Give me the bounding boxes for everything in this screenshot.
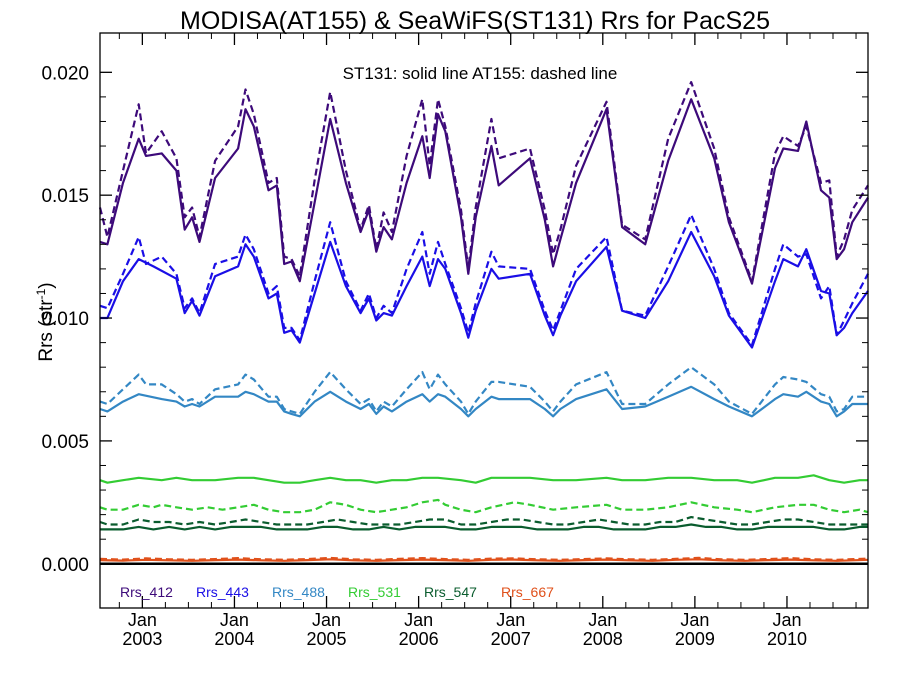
series-line-rrs-547-at155 bbox=[99, 515, 868, 526]
x-tick-month-label: Jan bbox=[128, 610, 157, 630]
x-tick-year-label: 2009 bbox=[675, 629, 715, 649]
chart-title: MODISA(AT155) & SeaWiFS(ST131) Rrs for P… bbox=[180, 7, 770, 35]
plot-frame bbox=[99, 32, 869, 609]
y-tick-label: 0.020 bbox=[41, 63, 89, 84]
series-line-rrs-488-at155 bbox=[99, 366, 868, 415]
x-tick-month-label: Jan bbox=[404, 610, 433, 630]
x-tick-month-label: Jan bbox=[772, 610, 801, 630]
x-tick-month-label: Jan bbox=[588, 610, 617, 630]
y-tick-label: 0.015 bbox=[41, 186, 89, 207]
x-tick-year-label: 2008 bbox=[583, 629, 623, 649]
legend-item-rrs-667: Rrs_667 bbox=[501, 584, 554, 600]
series-line-rrs-443-st131 bbox=[100, 230, 869, 349]
x-tick-year-label: 2004 bbox=[214, 629, 254, 649]
legend-item-rrs-547: Rrs_547 bbox=[424, 584, 477, 600]
x-tick-month-label: Jan bbox=[496, 610, 525, 630]
legend-item-rrs-443: Rrs_443 bbox=[196, 584, 249, 600]
legend-item-rrs-531: Rrs_531 bbox=[348, 584, 401, 600]
x-tick-month-label: Jan bbox=[312, 610, 341, 630]
series-line-rrs-488-st131 bbox=[99, 385, 868, 418]
series-line-rrs-531-st131 bbox=[99, 474, 868, 484]
legend-item-rrs-412: Rrs_412 bbox=[120, 584, 173, 600]
y-tick-label: 0.005 bbox=[41, 432, 89, 453]
x-tick-year-label: 2010 bbox=[767, 629, 807, 649]
series-line-rrs-667-st131 bbox=[99, 558, 869, 562]
y-tick-label: 0.000 bbox=[41, 555, 89, 576]
series-line-rrs-412-st131 bbox=[99, 98, 869, 285]
x-tick-year-label: 2007 bbox=[491, 629, 531, 649]
series-line-rrs-531-at155 bbox=[99, 498, 869, 514]
legend-item-rrs-488: Rrs_488 bbox=[272, 584, 325, 600]
x-tick-year-label: 2006 bbox=[399, 629, 439, 649]
x-tick-year-label: 2005 bbox=[307, 629, 347, 649]
x-tick-month-label: Jan bbox=[220, 610, 249, 630]
series-line-rrs-547-st131 bbox=[100, 523, 868, 531]
series-line-rrs-443-at155 bbox=[99, 213, 869, 347]
y-axis-label: Rrs (str-1) bbox=[34, 282, 57, 361]
x-tick-year-label: 2003 bbox=[122, 629, 162, 649]
y-tick-label: 0.010 bbox=[41, 309, 89, 330]
line-style-annotation: ST131: solid line AT155: dashed line bbox=[343, 64, 618, 83]
x-tick-month-label: Jan bbox=[680, 610, 709, 630]
